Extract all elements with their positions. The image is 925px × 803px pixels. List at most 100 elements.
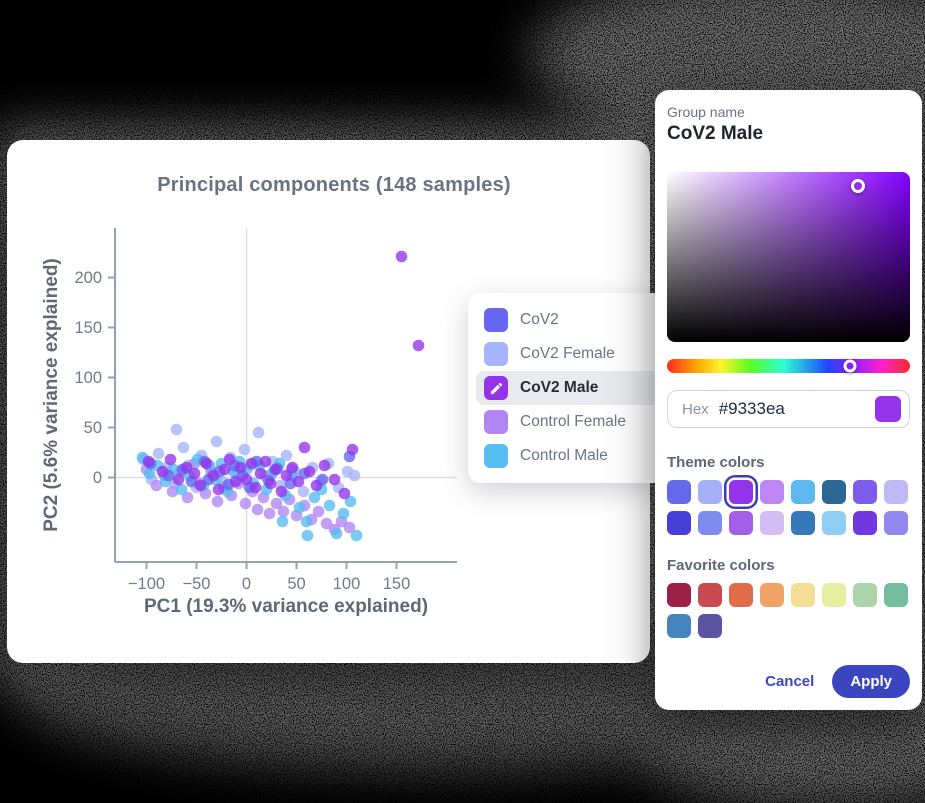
scatter-point <box>320 517 333 530</box>
theme-r1-swatch-2[interactable] <box>698 480 722 504</box>
scatter-point <box>142 455 155 468</box>
theme-r1-swatch-1[interactable] <box>667 480 691 504</box>
scatter-point <box>223 453 236 466</box>
scatter-point <box>330 527 343 540</box>
theme-colors-row-2 <box>667 511 910 535</box>
chart-card: Principal components (148 samples) −100−… <box>7 140 650 663</box>
scatter-point <box>344 495 357 508</box>
legend-item-label: Control Female <box>520 413 626 430</box>
theme-r2-swatch-3[interactable] <box>729 511 753 535</box>
legend-item-control-male[interactable]: Control Male <box>476 439 660 473</box>
scatter-point <box>275 485 288 498</box>
legend-swatch <box>484 308 508 332</box>
hue-slider[interactable] <box>667 359 910 373</box>
theme-r2-swatch-8[interactable] <box>884 511 908 535</box>
legend-item-label: Control Male <box>520 447 608 464</box>
series-cov2-male <box>142 250 425 500</box>
legend-swatch <box>484 410 508 434</box>
favorite-r1-swatch-2[interactable] <box>698 583 722 607</box>
scatter-point <box>346 443 359 456</box>
scatter-point <box>166 485 179 498</box>
legend-panel: CoV2 CoV2 Female CoV2 Male Control Female Co… <box>468 293 668 483</box>
scatter-point <box>170 423 183 436</box>
hue-slider-handle[interactable] <box>843 359 857 373</box>
theme-r1-swatch-4[interactable] <box>760 480 784 504</box>
gradient-cursor[interactable] <box>850 178 865 193</box>
legend-item-cov2[interactable]: CoV2 <box>476 303 660 337</box>
scatter-point <box>318 459 331 472</box>
cancel-button[interactable]: Cancel <box>765 673 815 690</box>
legend-item-cov2-female[interactable]: CoV2 Female <box>476 337 660 371</box>
x-tick-label: −100 <box>128 575 165 593</box>
scatter-point <box>264 477 277 490</box>
scatter-point <box>297 485 310 498</box>
y-tick-label: 50 <box>84 419 102 437</box>
theme-r2-swatch-6[interactable] <box>822 511 846 535</box>
favorite-r1-swatch-5[interactable] <box>791 583 815 607</box>
favorite-colors-row-1 <box>667 583 910 607</box>
scatter-point <box>298 441 311 454</box>
scatter-point <box>328 473 341 486</box>
scatter-point <box>395 250 408 263</box>
scatter-point <box>210 435 223 448</box>
favorite-r1-swatch-4[interactable] <box>760 583 784 607</box>
theme-r2-swatch-1[interactable] <box>667 511 691 535</box>
favorite-r1-swatch-6[interactable] <box>822 583 846 607</box>
favorite-r1-swatch-1[interactable] <box>667 583 691 607</box>
scatter-point <box>412 339 425 352</box>
scatter-point <box>312 505 325 518</box>
scatter-point <box>308 491 321 504</box>
scatter-point <box>152 447 165 460</box>
theme-r2-swatch-2[interactable] <box>698 511 722 535</box>
scatter-point <box>143 467 156 480</box>
theme-r1-swatch-5[interactable] <box>791 480 815 504</box>
scatter-point <box>338 487 351 500</box>
favorite-r1-swatch-3[interactable] <box>729 583 753 607</box>
theme-r2-swatch-7[interactable] <box>853 511 877 535</box>
scatter-point <box>164 453 177 466</box>
scatter-point <box>249 481 262 494</box>
scatter-point <box>239 497 252 510</box>
theme-r2-swatch-4[interactable] <box>760 511 784 535</box>
scatter-point <box>348 469 361 482</box>
theme-r1-swatch-8[interactable] <box>884 480 908 504</box>
legend-swatch <box>484 444 508 468</box>
scatter-point <box>293 501 306 514</box>
scatter-point <box>156 465 169 478</box>
current-color-swatch <box>875 396 901 422</box>
favorite-r1-swatch-7[interactable] <box>853 583 877 607</box>
legend-item-cov2-male[interactable]: CoV2 Male <box>476 371 660 405</box>
theme-r1-swatch-6[interactable] <box>822 480 846 504</box>
scatter-point <box>212 483 225 496</box>
saturation-value-gradient[interactable] <box>667 172 910 342</box>
scatter-point <box>277 505 290 518</box>
favorite-r2-swatch-1[interactable] <box>667 614 691 638</box>
scatter-point <box>286 461 299 474</box>
hex-input[interactable] <box>718 399 865 419</box>
scatter-point <box>343 521 356 534</box>
scatter-point <box>270 497 283 510</box>
chart-title: Principal components (148 samples) <box>157 174 511 196</box>
scatter-point <box>269 463 282 476</box>
theme-r1-swatch-7[interactable] <box>853 480 877 504</box>
legend-item-control-female[interactable]: Control Female <box>476 405 660 439</box>
theme-r2-swatch-5[interactable] <box>791 511 815 535</box>
scatter-point <box>276 515 289 528</box>
favorite-r1-swatch-8[interactable] <box>884 583 908 607</box>
favorite-colors-row-2 <box>667 614 910 638</box>
scatter-point <box>350 529 363 542</box>
pencil-edit-icon <box>489 381 504 396</box>
scatter-point <box>337 507 350 520</box>
favorite-colors-label: Favorite colors <box>667 557 775 574</box>
scatter-point <box>207 469 220 482</box>
scatter-point <box>234 461 247 474</box>
scatter-point <box>200 457 213 470</box>
theme-r1-swatch-3-selected[interactable] <box>729 480 753 504</box>
scatter-point <box>240 473 253 486</box>
favorite-r2-swatch-2[interactable] <box>698 614 722 638</box>
apply-button[interactable]: Apply <box>832 665 910 698</box>
hex-input-group: Hex <box>667 390 910 428</box>
theme-colors-label: Theme colors <box>667 454 765 471</box>
scatter-point <box>301 529 314 542</box>
scatter-point <box>194 479 207 492</box>
